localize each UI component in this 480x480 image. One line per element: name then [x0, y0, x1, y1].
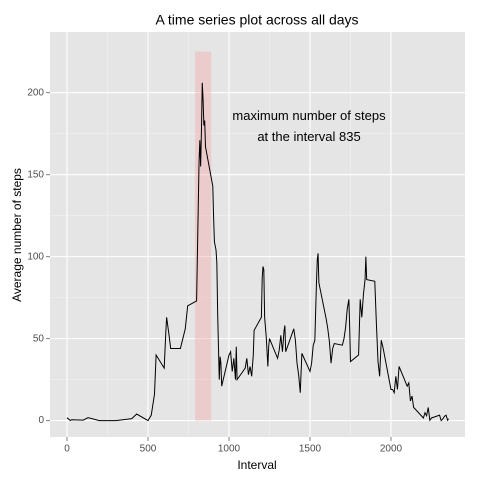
y-tick-label: 200	[27, 87, 44, 98]
x-tick-label: 0	[64, 444, 70, 455]
y-tick-label: 0	[38, 415, 44, 426]
chart-title: A time series plot across all days	[155, 12, 358, 28]
x-tick-label: 1500	[299, 444, 322, 455]
x-axis-label: Interval	[237, 458, 276, 472]
panel	[50, 32, 465, 437]
line	[66, 82, 449, 422]
annotation: at the interval 835	[257, 129, 360, 144]
x-tick-label: 1000	[218, 444, 241, 455]
x-tick-label: 2000	[380, 444, 403, 455]
y-axis-label: Average number of steps	[10, 168, 24, 302]
x-tick-label: 500	[140, 444, 157, 455]
y-tick-label: 50	[33, 333, 45, 344]
y-tick-label: 150	[27, 169, 44, 180]
highlight-band	[194, 51, 212, 421]
y-tick-label: 100	[27, 251, 44, 262]
annotation: maximum number of steps	[232, 108, 386, 123]
